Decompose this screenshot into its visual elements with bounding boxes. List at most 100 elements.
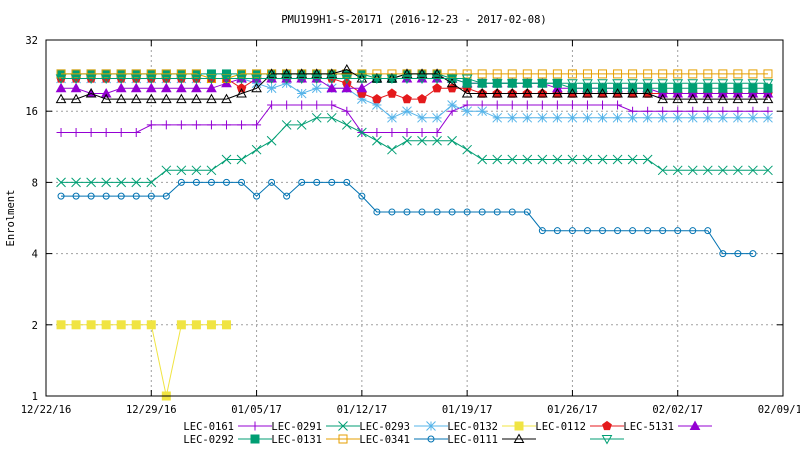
data-point (762, 93, 774, 104)
data-point (657, 88, 669, 98)
data-point (100, 74, 112, 85)
series-lec-0341 (57, 178, 757, 258)
plot-frame (45, 39, 784, 397)
data-point (57, 192, 65, 200)
legend-label: LEC-0292 (183, 434, 234, 446)
data-point (71, 320, 81, 330)
data-point (176, 120, 186, 130)
legend-label: LEC-0341 (359, 434, 410, 446)
data-point (674, 227, 682, 235)
legend-item: LEC-5131 (623, 420, 712, 433)
data-point (672, 112, 683, 123)
data-point (357, 94, 367, 104)
data-point (597, 112, 608, 123)
data-point (311, 112, 322, 123)
data-point (130, 82, 142, 93)
data-point (236, 74, 247, 85)
data-point (476, 79, 488, 89)
data-point (418, 208, 426, 216)
data-point (282, 100, 292, 110)
data-point (117, 192, 125, 200)
data-point (582, 88, 593, 98)
data-point (537, 112, 548, 123)
data-point (326, 112, 337, 123)
data-point (432, 128, 442, 138)
data-point (343, 178, 351, 186)
data-point (658, 69, 668, 79)
data-point (55, 74, 67, 85)
data-point (357, 127, 367, 138)
data-point (416, 68, 428, 78)
data-point (297, 100, 307, 110)
y-tick-label: 32 (25, 35, 38, 47)
data-point (462, 69, 472, 79)
data-point (642, 112, 653, 123)
legend-item: LEC-0111 (447, 433, 536, 446)
data-point (131, 320, 141, 330)
data-point (427, 435, 435, 443)
x-tick-label: 02/09/17 (758, 404, 800, 416)
data-point (506, 79, 518, 89)
data-point (70, 93, 82, 104)
data-point (237, 120, 247, 130)
data-point (627, 88, 638, 98)
legend-item: LEC-0341 (359, 434, 448, 446)
data-point (582, 154, 593, 165)
data-point (602, 420, 612, 431)
data-point (101, 69, 111, 79)
data-point (462, 106, 472, 117)
data-point (627, 112, 638, 123)
data-point (206, 165, 217, 176)
data-point (613, 69, 623, 79)
data-point (176, 69, 186, 79)
data-point (311, 74, 323, 85)
data-point (207, 178, 215, 186)
data-point (56, 320, 66, 330)
data-point (702, 79, 714, 89)
data-point (552, 88, 563, 98)
data-point (642, 154, 653, 165)
data-point (417, 93, 427, 104)
data-point (702, 112, 713, 123)
x-tick-label: 01/12/17 (337, 404, 388, 416)
data-point (431, 68, 443, 78)
data-point (417, 135, 427, 146)
data-point (87, 192, 95, 200)
legend-label: LEC-5131 (623, 421, 674, 433)
data-point (402, 93, 412, 104)
data-point (673, 69, 683, 79)
data-point (672, 88, 684, 98)
data-point (672, 165, 683, 176)
x-tick-label: 12/29/16 (126, 404, 177, 416)
data-point (115, 74, 127, 85)
data-point (598, 69, 608, 79)
data-point (86, 177, 96, 188)
data-point (101, 177, 112, 188)
data-point (642, 88, 653, 98)
data-point (763, 165, 773, 176)
data-point (192, 178, 200, 186)
data-point (358, 192, 366, 200)
data-point (147, 192, 155, 200)
data-point (160, 82, 172, 93)
data-point (85, 74, 97, 85)
data-point (507, 69, 517, 79)
data-point (597, 79, 608, 89)
data-point (582, 69, 592, 79)
data-point (145, 82, 157, 93)
y-tick-label: 1 (32, 391, 38, 403)
data-point (537, 154, 548, 165)
data-point (100, 93, 112, 104)
data-point (402, 128, 412, 138)
data-point (536, 79, 548, 89)
legend-label: LEC-0132 (447, 421, 498, 433)
data-point (283, 192, 291, 200)
data-point (687, 112, 698, 123)
data-point (86, 320, 96, 330)
y-tick-label: 16 (25, 106, 38, 118)
data-point (253, 192, 261, 200)
data-point (387, 128, 397, 138)
data-point (687, 165, 698, 176)
data-point (191, 320, 201, 330)
data-point (689, 227, 697, 235)
